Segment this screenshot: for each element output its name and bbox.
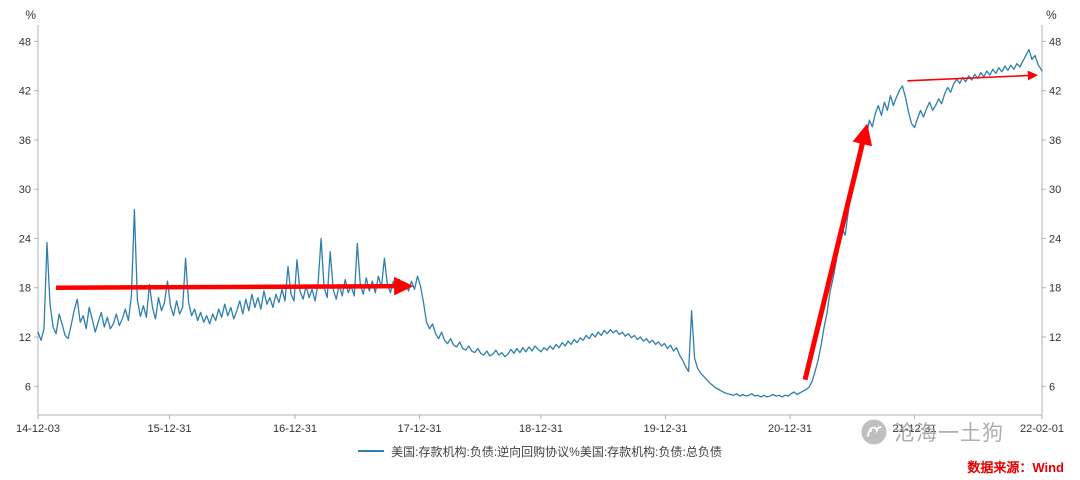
y-axis-tick-label: 36 bbox=[1049, 135, 1061, 147]
watermark-text: 沧海一土狗 bbox=[894, 422, 1004, 445]
y-axis-tick-label: 12 bbox=[1049, 332, 1061, 344]
legend: 美国:存款机构:负债:逆向回购协议%美国:存款机构:负债:总负债 bbox=[0, 443, 1080, 459]
y-axis-tick-label: 18 bbox=[1049, 283, 1061, 295]
legend-series-label: 美国:存款机构:负债:逆向回购协议%美国:存款机构:负债:总负债 bbox=[391, 444, 722, 459]
y-axis-unit-left: % bbox=[25, 8, 36, 22]
legend-line-marker bbox=[358, 450, 385, 452]
y-axis-tick-label: 12 bbox=[19, 332, 31, 344]
trend-arrow-shaft bbox=[907, 74, 1030, 82]
y-axis-tick-label: 18 bbox=[19, 283, 31, 295]
trend-arrow-head bbox=[394, 276, 414, 296]
watermark-dog-icon bbox=[861, 419, 887, 445]
y-axis-tick-label: 30 bbox=[19, 184, 31, 196]
y-axis-tick-label: 24 bbox=[19, 233, 31, 245]
x-axis-tick-label: 20-12-31 bbox=[768, 423, 812, 435]
x-axis-tick-label: 15-12-31 bbox=[148, 423, 192, 435]
y-axis-tick-label: 36 bbox=[19, 135, 31, 147]
trend-arrow-shaft bbox=[56, 283, 397, 290]
y-axis-tick-label: 6 bbox=[1049, 381, 1055, 393]
x-axis-tick-label: 18-12-31 bbox=[519, 423, 563, 435]
trend-arrow-head bbox=[1027, 70, 1038, 81]
watermark: 沧海一土狗 bbox=[860, 416, 1004, 448]
y-axis-tick-label: 42 bbox=[1049, 86, 1061, 98]
x-axis-tick-label: 21-12-31 bbox=[892, 423, 936, 435]
y-axis-tick-label: 6 bbox=[25, 381, 31, 393]
x-axis-tick-label: 14-12-03 bbox=[16, 423, 60, 435]
y-axis-tick-label: 24 bbox=[1049, 233, 1061, 245]
trend-arrow-head bbox=[852, 123, 873, 147]
y-axis-tick-label: 48 bbox=[19, 36, 31, 48]
x-axis-tick-label: 19-12-31 bbox=[643, 423, 687, 435]
series-line bbox=[37, 48, 1043, 398]
trend-arrow-shaft bbox=[802, 141, 866, 381]
y-axis-tick-label: 42 bbox=[19, 86, 31, 98]
data-source-label: 数据来源：Wind bbox=[967, 460, 1064, 475]
y-axis-tick-label: 48 bbox=[1049, 36, 1061, 48]
y-axis-unit-right: % bbox=[1046, 8, 1057, 22]
x-axis-tick-label: 22-02-01 bbox=[1020, 423, 1064, 435]
y-axis-tick-label: 30 bbox=[1049, 184, 1061, 196]
x-axis-tick-label: 17-12-31 bbox=[397, 423, 441, 435]
x-axis-tick-label: 16-12-31 bbox=[273, 423, 317, 435]
